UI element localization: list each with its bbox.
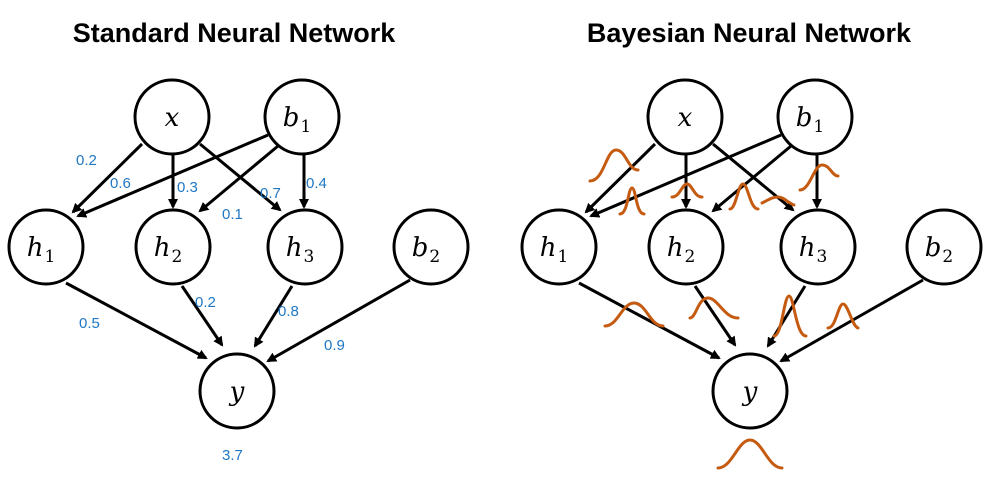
distribution-b1-h1 bbox=[618, 186, 646, 216]
node-y: y bbox=[198, 352, 276, 430]
node-x: x bbox=[133, 78, 211, 156]
svg-text:h1: h1 bbox=[27, 233, 56, 267]
node-h3: h3 bbox=[779, 208, 857, 286]
svg-text:b1: b1 bbox=[796, 103, 824, 137]
svg-text:y: y bbox=[229, 377, 245, 407]
weight-x-h1: 0.2 bbox=[76, 152, 97, 169]
node-h2: h2 bbox=[134, 208, 212, 286]
edge-h3-y bbox=[253, 285, 294, 348]
distribution-output bbox=[716, 438, 784, 470]
node-b2: b2 bbox=[392, 208, 470, 286]
edge-x-h1 bbox=[584, 142, 657, 214]
weight-b1-h1: 0.6 bbox=[110, 175, 131, 192]
node-b1: b1 bbox=[776, 78, 854, 156]
output-value: 3.7 bbox=[222, 447, 243, 464]
weight-h3-y: 0.8 bbox=[278, 303, 299, 320]
standard-edges bbox=[65, 133, 411, 363]
node-x: x bbox=[646, 78, 724, 156]
edge-h2-y bbox=[693, 285, 737, 347]
distribution-b1-h2 bbox=[728, 182, 760, 211]
distribution-h2-y bbox=[688, 296, 740, 320]
weight-b1-h2: 0.1 bbox=[222, 206, 243, 223]
distribution-b2-y bbox=[826, 302, 860, 330]
standard-network-title: Standard Neural Network bbox=[73, 18, 397, 48]
svg-text:h2: h2 bbox=[154, 233, 183, 267]
edge-h1-y bbox=[578, 281, 721, 360]
edge-b1-h2 bbox=[198, 144, 279, 213]
node-b1: b1 bbox=[263, 78, 341, 156]
edge-h2-y bbox=[180, 285, 224, 347]
edge-h1-y bbox=[65, 281, 208, 360]
standard-network-panel: Standard Neural Network 0.2 0.6 0.3 0.1 … bbox=[7, 18, 470, 464]
weight-h1-y: 0.5 bbox=[79, 315, 100, 332]
distribution-h1-y bbox=[603, 301, 665, 328]
distribution-b1-h3 bbox=[798, 163, 840, 192]
bayesian-edges bbox=[578, 133, 924, 363]
node-h2: h2 bbox=[647, 208, 725, 286]
node-b2: b2 bbox=[905, 208, 983, 286]
weight-h2-y: 0.2 bbox=[195, 294, 216, 311]
node-y: y bbox=[711, 352, 789, 430]
edge-b2-y bbox=[266, 278, 411, 363]
svg-text:b2: b2 bbox=[412, 233, 440, 267]
bayesian-network-title: Bayesian Neural Network bbox=[587, 18, 912, 48]
weight-b2-y: 0.9 bbox=[324, 337, 345, 354]
distribution-x-h1 bbox=[588, 148, 640, 183]
svg-text:h1: h1 bbox=[540, 233, 569, 267]
svg-text:x: x bbox=[678, 103, 693, 133]
svg-text:h3: h3 bbox=[799, 233, 828, 267]
node-h3: h3 bbox=[266, 208, 344, 286]
edge-x-h3 bbox=[199, 142, 282, 212]
node-h1: h1 bbox=[7, 208, 85, 286]
weight-distributions bbox=[588, 148, 860, 470]
bayesian-network-panel: Bayesian Neural Network bbox=[520, 18, 983, 470]
node-h1: h1 bbox=[520, 208, 598, 286]
edge-b1-h2 bbox=[711, 144, 792, 213]
distribution-x-h2 bbox=[670, 182, 704, 199]
svg-text:h2: h2 bbox=[667, 233, 696, 267]
svg-text:b1: b1 bbox=[283, 103, 311, 137]
weight-x-h2: 0.3 bbox=[177, 179, 198, 196]
svg-text:y: y bbox=[742, 377, 758, 407]
standard-weights: 0.2 0.6 0.3 0.1 0.7 0.4 0.5 0.2 0.8 0.9 … bbox=[76, 152, 345, 464]
svg-text:x: x bbox=[165, 103, 180, 133]
svg-text:b2: b2 bbox=[925, 233, 953, 267]
distribution-x-h3 bbox=[760, 195, 796, 207]
edge-x-h3 bbox=[712, 142, 795, 212]
weight-x-h3: 0.7 bbox=[260, 185, 281, 202]
svg-text:h3: h3 bbox=[286, 233, 315, 267]
distribution-h3-y bbox=[772, 294, 808, 338]
weight-b1-h3: 0.4 bbox=[306, 175, 327, 192]
edge-x-h1 bbox=[71, 142, 144, 214]
